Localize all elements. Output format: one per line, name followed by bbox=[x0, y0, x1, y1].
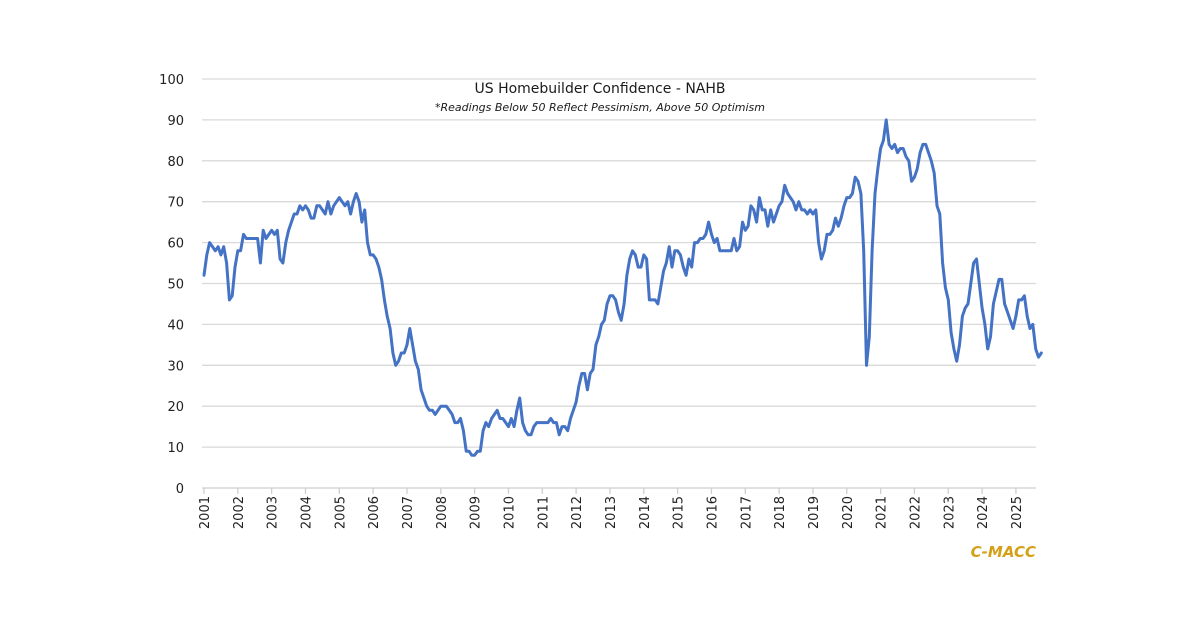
chart-title: US Homebuilder Confidence - NAHB bbox=[474, 81, 725, 97]
x-tick-label: 2023 bbox=[942, 496, 957, 529]
x-tick-label: 2007 bbox=[401, 496, 416, 529]
x-axis-tick-labels: 2001 2002 2003 2004 2005 2006 2007 2008 2009 2010… bbox=[198, 496, 1025, 529]
y-tick-label: 70 bbox=[167, 196, 184, 211]
x-tick-label: 2004 bbox=[299, 496, 314, 529]
x-tick-label: 2006 bbox=[367, 496, 382, 529]
x-tick-label: 2011 bbox=[536, 496, 551, 529]
x-tick-label: 2021 bbox=[875, 496, 890, 529]
x-tick-label: 2008 bbox=[435, 496, 450, 529]
y-tick-label: 10 bbox=[167, 441, 184, 456]
x-tick-label: 2020 bbox=[841, 496, 856, 529]
x-tick-label: 2014 bbox=[638, 496, 653, 529]
x-tick-label: 2009 bbox=[469, 496, 484, 529]
gridlines bbox=[202, 78, 1036, 448]
x-tick-label: 2016 bbox=[705, 496, 720, 529]
x-tick-label: 2005 bbox=[333, 496, 348, 529]
y-axis-ticks: 0 10 20 30 40 50 60 70 80 90 100 bbox=[159, 73, 184, 497]
y-tick-label: 50 bbox=[167, 278, 184, 293]
series-line bbox=[202, 118, 1043, 457]
chart-subtitle: *Readings Below 50 Reflect Pessimism, Ab… bbox=[435, 101, 765, 114]
x-tick-label: 2013 bbox=[604, 496, 619, 529]
y-tick-label: 20 bbox=[167, 400, 184, 415]
y-tick-label: 100 bbox=[159, 73, 184, 88]
y-tick-label: 0 bbox=[176, 482, 184, 497]
x-tick-label: 2024 bbox=[976, 496, 991, 529]
series-group bbox=[202, 118, 1043, 457]
x-tick-label: 2019 bbox=[807, 496, 822, 529]
y-tick-label: 90 bbox=[167, 114, 184, 129]
x-tick-label: 2017 bbox=[739, 496, 754, 529]
x-tick-label: 2003 bbox=[266, 496, 281, 529]
y-tick-label: 60 bbox=[167, 237, 184, 252]
x-tick-label: 2001 bbox=[198, 496, 213, 529]
x-axis bbox=[202, 487, 1036, 494]
x-tick-label: 2010 bbox=[502, 496, 517, 529]
x-tick-label: 2018 bbox=[773, 496, 788, 529]
x-tick-label: 2025 bbox=[1010, 496, 1025, 529]
y-tick-label: 30 bbox=[167, 359, 184, 374]
x-tick-label: 2002 bbox=[232, 496, 247, 529]
y-tick-label: 80 bbox=[167, 155, 184, 170]
x-tick-label: 2022 bbox=[908, 496, 923, 529]
x-tick-label: 2012 bbox=[570, 496, 585, 529]
y-tick-label: 40 bbox=[167, 318, 184, 333]
brand-watermark: C-MACC bbox=[971, 543, 1036, 561]
x-tick-label: 2015 bbox=[672, 496, 687, 529]
